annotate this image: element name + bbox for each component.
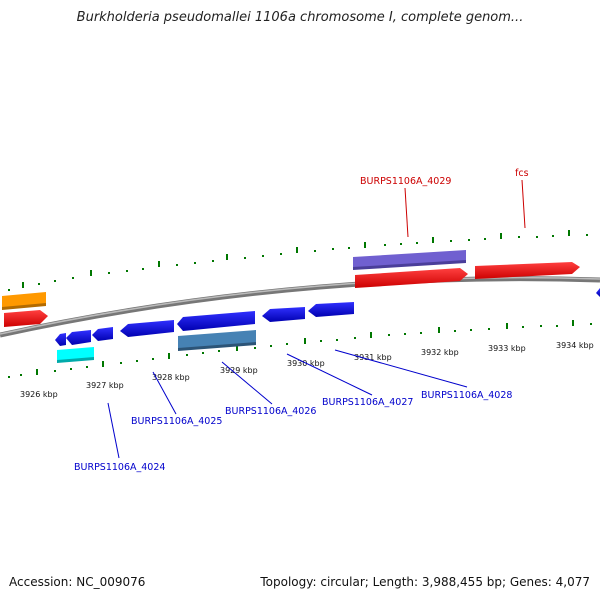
gene-labels: BURPS1106A_4029 fcs BURPS1106A_4024 BURP… [74, 168, 529, 473]
kbp-label: 3931 kbp [354, 353, 392, 362]
gene-label-burps1106a-4029[interactable]: BURPS1106A_4029 [360, 176, 451, 187]
kbp-label: 3928 kbp [152, 373, 190, 382]
topology-summary: Topology: circular; Length: 3,988,455 bp… [260, 575, 590, 589]
chromosome-backbone [0, 276, 600, 338]
reverse-strand-genes [55, 288, 600, 346]
reverse-gene[interactable] [120, 320, 174, 337]
kbp-label: 3927 kbp [86, 381, 124, 390]
purple-feature[interactable] [353, 250, 466, 269]
gene-label-burps1106a-4028[interactable]: BURPS1106A_4028 [421, 390, 512, 401]
reverse-gene[interactable] [66, 330, 91, 345]
reverse-gene[interactable] [177, 311, 255, 331]
forward-gene[interactable] [4, 310, 48, 327]
gene-label-burps1106a-4025[interactable]: BURPS1106A_4025 [131, 416, 222, 427]
kbp-label: 3934 kbp [556, 341, 594, 350]
gene-label-burps1106a-4027[interactable]: BURPS1106A_4027 [322, 397, 413, 408]
forward-gene[interactable] [475, 262, 580, 279]
gene-label-burps1106a-4026[interactable]: BURPS1106A_4026 [225, 406, 316, 417]
reverse-gene[interactable] [308, 302, 354, 317]
lower-tick-track [8, 320, 592, 378]
kbp-label: 3929 kbp [220, 366, 258, 375]
accession-text: Accession: NC_009076 [9, 575, 146, 589]
reverse-gene[interactable] [596, 288, 600, 297]
forward-gene[interactable] [355, 268, 468, 288]
reverse-gene[interactable] [92, 327, 113, 341]
reverse-gene[interactable] [55, 333, 66, 346]
kbp-label: 3933 kbp [488, 344, 526, 353]
reverse-gene[interactable] [262, 307, 305, 322]
gene-label-fcs[interactable]: fcs [515, 168, 529, 179]
upper-tick-track [8, 230, 588, 291]
forward-strand-genes [4, 262, 580, 327]
kbp-label: 3926 kbp [20, 390, 58, 399]
label-leader-lines [107, 179, 526, 459]
gene-label-burps1106a-4024[interactable]: BURPS1106A_4024 [74, 462, 165, 473]
page-title: Burkholderia pseudomallei 1106a chromoso… [76, 10, 524, 25]
kbp-label: 3932 kbp [421, 348, 459, 357]
